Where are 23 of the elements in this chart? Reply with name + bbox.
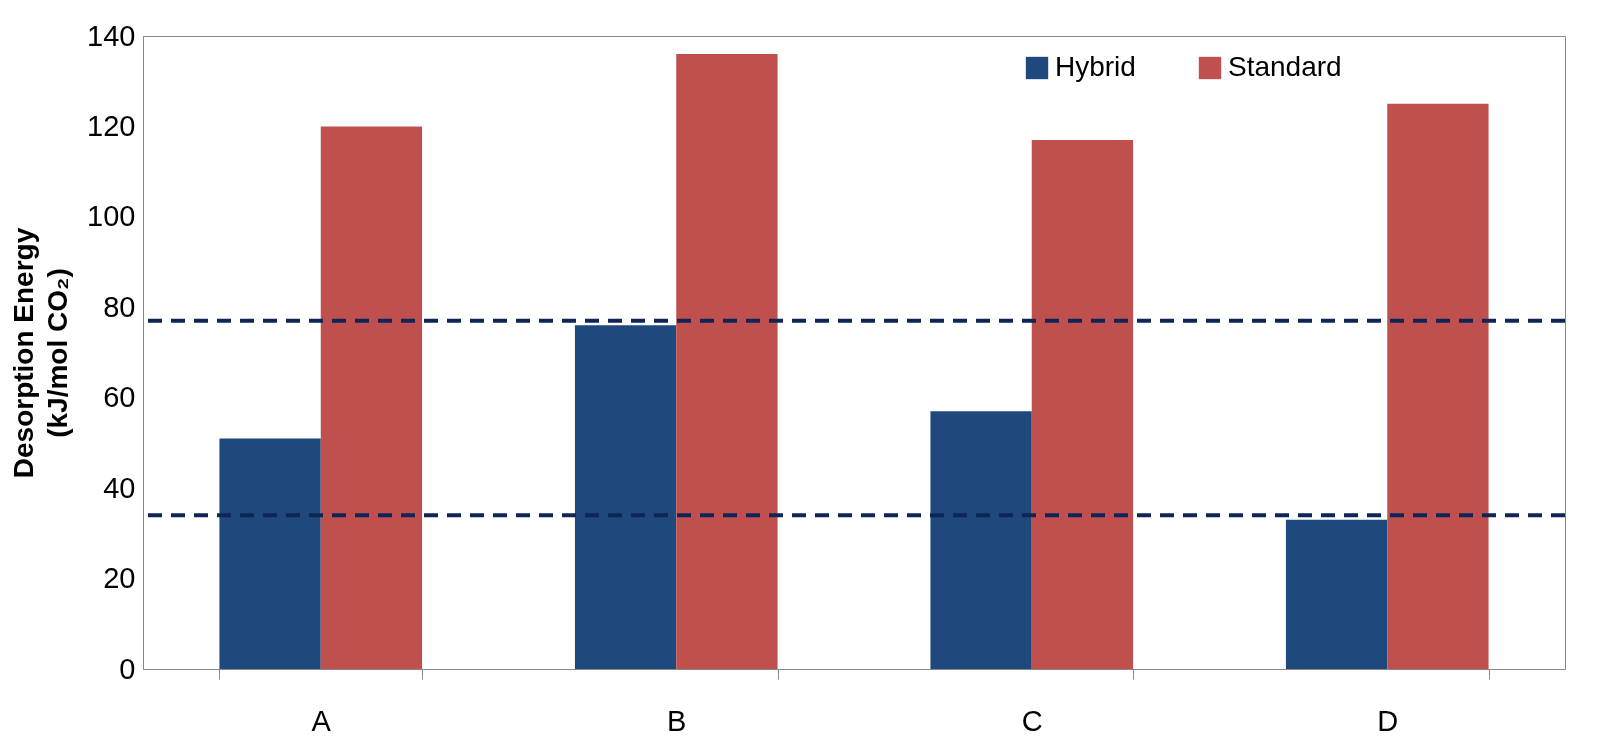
y-tick-label: 80 (103, 290, 136, 323)
x-tick-label: A (311, 704, 332, 737)
bar (930, 411, 1032, 669)
y-tick-label: 120 (87, 109, 136, 142)
y-tick-label: 40 (103, 471, 136, 504)
bar (1387, 103, 1489, 669)
bar (219, 438, 321, 669)
x-tick-label: C (1021, 704, 1043, 737)
legend-label: Standard (1228, 51, 1342, 82)
bar (1031, 139, 1134, 669)
x-tick-label: D (1377, 704, 1399, 737)
y-tick-label: 60 (103, 381, 136, 414)
y-tick-label: 140 (87, 19, 136, 52)
bar (1285, 519, 1388, 669)
bar (320, 126, 423, 669)
y-axis-title: Desorption Energy (kJ/mol CO₂) (8, 227, 74, 479)
bar (574, 325, 677, 669)
x-tick-label: B (667, 704, 687, 737)
bar (676, 54, 778, 669)
y-tick-label: 100 (87, 200, 136, 233)
y-tick-label: 0 (119, 652, 136, 685)
y-tick-label: 20 (103, 562, 136, 595)
legend-label: Hybrid (1055, 51, 1136, 82)
